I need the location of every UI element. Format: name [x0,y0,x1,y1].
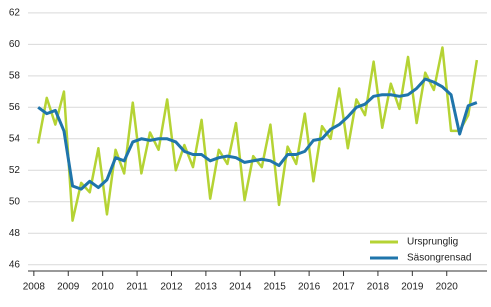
x-tick-label: 2017 [332,282,355,293]
x-tick-label: 2020 [436,282,459,293]
y-tick-label: 56 [9,102,21,113]
y-tick-label: 52 [9,165,21,176]
x-tick-label: 2008 [23,282,46,293]
legend-label: Säsongrensad [407,253,472,264]
x-tick-label: 2012 [160,282,183,293]
x-tick-label: 2019 [401,282,424,293]
x-tick-label: 2013 [195,282,218,293]
x-tick-label: 2016 [298,282,321,293]
x-tick-label: 2018 [367,282,390,293]
x-tick-label: 2015 [264,282,287,293]
y-tick-label: 60 [9,39,21,50]
series-line [36,46,479,222]
y-tick-label: 62 [9,8,21,19]
y-tick-label: 50 [9,196,21,207]
x-tick-label: 2011 [126,282,148,293]
x-tick-label: 2010 [92,282,115,293]
x-tick-label: 2009 [57,282,80,293]
series-line [37,77,478,191]
legend-label: Ursprunglig [407,237,458,248]
y-tick-label: 54 [9,133,21,144]
y-tick-label: 46 [9,259,21,270]
y-tick-label: 58 [9,70,21,81]
x-tick-label: 2014 [229,282,252,293]
y-tick-label: 48 [9,228,21,239]
